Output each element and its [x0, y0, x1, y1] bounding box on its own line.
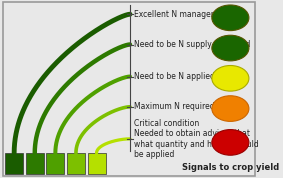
Circle shape [212, 130, 249, 155]
FancyBboxPatch shape [46, 153, 64, 174]
Text: Excellent N management: Excellent N management [134, 10, 231, 19]
FancyBboxPatch shape [26, 153, 44, 174]
FancyBboxPatch shape [67, 153, 85, 174]
Text: Critical condition
Needed to obtain advises that
what quantity and how N should
: Critical condition Needed to obtain advi… [134, 119, 259, 159]
Text: Need to be N supply improved: Need to be N supply improved [134, 40, 250, 49]
Circle shape [212, 35, 249, 61]
FancyBboxPatch shape [87, 153, 106, 174]
Circle shape [212, 66, 249, 91]
Circle shape [212, 5, 249, 31]
FancyBboxPatch shape [5, 153, 23, 174]
Text: Signals to crop yield: Signals to crop yield [182, 163, 279, 172]
Circle shape [212, 96, 249, 121]
Text: Need to be N applied: Need to be N applied [134, 72, 215, 81]
Text: Maximum N required to apply: Maximum N required to apply [134, 102, 248, 111]
